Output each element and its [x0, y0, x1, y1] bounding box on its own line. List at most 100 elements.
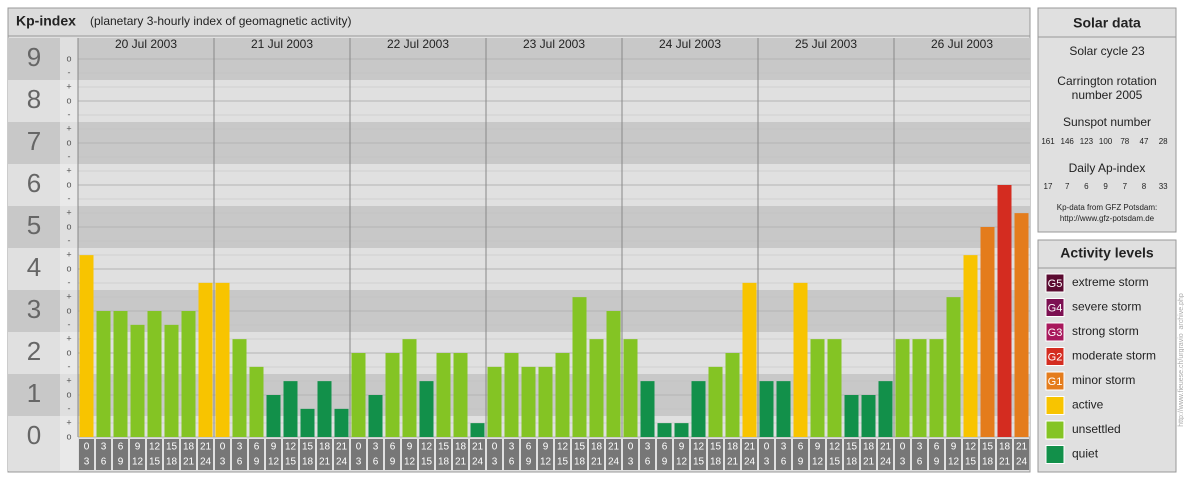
bar: [844, 395, 859, 437]
level-label: extreme storm: [1072, 275, 1149, 289]
level-swatch: [1045, 420, 1065, 440]
hour-box: [776, 439, 791, 470]
bar: [487, 366, 502, 437]
hour-label: 15: [302, 442, 314, 453]
hour-box: [674, 439, 689, 470]
sub-tick-label: -: [68, 235, 71, 245]
bar: [691, 381, 706, 437]
hour-label: 15: [421, 457, 433, 468]
hour-label: 21: [591, 457, 603, 468]
bar: [215, 282, 230, 437]
hour-label: 12: [557, 442, 569, 453]
hour-label: 18: [166, 457, 178, 468]
ap-value: 8: [1142, 182, 1147, 191]
bar: [742, 282, 757, 437]
hour-label: 12: [965, 442, 977, 453]
bar: [1014, 213, 1029, 437]
hour-box: [181, 439, 196, 470]
hour-box: [1014, 439, 1029, 470]
hour-label: 21: [336, 442, 348, 453]
bar: [300, 408, 315, 437]
hour-label: 15: [965, 457, 977, 468]
bar: [657, 423, 672, 437]
level-swatch: [1045, 396, 1065, 415]
hour-label: 3: [764, 457, 770, 468]
hour-box: [742, 439, 757, 470]
bar: [368, 395, 383, 437]
hour-box: [334, 439, 349, 470]
hour-box: [878, 439, 893, 470]
hour-label: 18: [438, 457, 450, 468]
hour-label: 0: [356, 442, 362, 453]
hour-label: 15: [166, 442, 178, 453]
hour-box: [861, 439, 876, 470]
bar: [232, 339, 247, 437]
sub-tick-label: o: [66, 263, 71, 273]
hour-box: [810, 439, 825, 470]
hour-label: 3: [917, 442, 923, 453]
hour-label: 3: [900, 457, 906, 468]
hour-label: 0: [628, 442, 634, 453]
hour-box: [249, 439, 264, 470]
hour-box: [759, 439, 774, 470]
bar: [147, 311, 162, 437]
day-label: 22 Jul 2003: [387, 37, 449, 51]
y-tick-label: 3: [27, 294, 41, 324]
hour-label: 18: [183, 442, 195, 453]
hour-label: 6: [254, 442, 260, 453]
level-label: quiet: [1072, 447, 1099, 461]
hour-label: 21: [183, 457, 195, 468]
bar: [419, 381, 434, 437]
hour-label: 15: [557, 457, 569, 468]
scale-foot: [8, 437, 60, 471]
hour-label: 21: [608, 442, 620, 453]
hour-label: 24: [880, 457, 892, 468]
ap-value: 17: [1044, 182, 1053, 191]
level-badge: G1: [1048, 376, 1063, 388]
hour-label: 21: [863, 457, 875, 468]
hour-label: 18: [727, 442, 739, 453]
hour-box: [793, 439, 808, 470]
hour-label: 3: [220, 457, 226, 468]
hour-box: [300, 439, 315, 470]
level-label: active: [1072, 398, 1104, 412]
sub-tick-label: o: [66, 137, 71, 147]
hour-label: 6: [509, 457, 515, 468]
hour-label: 18: [574, 457, 586, 468]
sunspot-label: Sunspot number: [1063, 115, 1151, 129]
level-badge: G2: [1048, 351, 1063, 363]
hour-label: 12: [268, 457, 280, 468]
hour-box: [283, 439, 298, 470]
hour-label: 21: [455, 457, 467, 468]
solar-panel: [1037, 7, 1177, 233]
hour-label: 0: [900, 442, 906, 453]
hour-label: 9: [934, 457, 940, 468]
hour-label: 21: [880, 442, 892, 453]
hour-box: [198, 439, 213, 470]
bar: [759, 381, 774, 437]
hour-box: [555, 439, 570, 470]
bar: [317, 381, 332, 437]
hour-label: 9: [798, 457, 804, 468]
solar-title: Solar data: [1073, 15, 1141, 31]
hour-box: [317, 439, 332, 470]
hour-label: 6: [118, 442, 124, 453]
sub-tick-label: o: [66, 221, 71, 231]
hour-box: [827, 439, 842, 470]
credit: http://www.fieuese.ch/urgravio_archive.p…: [1178, 293, 1184, 427]
hour-box: [470, 439, 485, 470]
level-badge: G5: [1048, 278, 1063, 290]
hour-label: 21: [727, 457, 739, 468]
hour-label: 12: [132, 457, 144, 468]
bar: [470, 423, 485, 437]
hour-label: 18: [302, 457, 314, 468]
level-label: moderate storm: [1072, 349, 1156, 363]
carrington: number 2005: [1072, 88, 1143, 102]
bar: [555, 353, 570, 437]
source: Kp-data from GFZ Potsdam:: [1057, 203, 1157, 212]
y-tick-label: 7: [27, 126, 41, 156]
sunspot-number: 47: [1140, 137, 1149, 146]
bar: [113, 311, 128, 437]
hour-label: 12: [812, 457, 824, 468]
solar-cycle: Solar cycle 23: [1069, 44, 1145, 58]
